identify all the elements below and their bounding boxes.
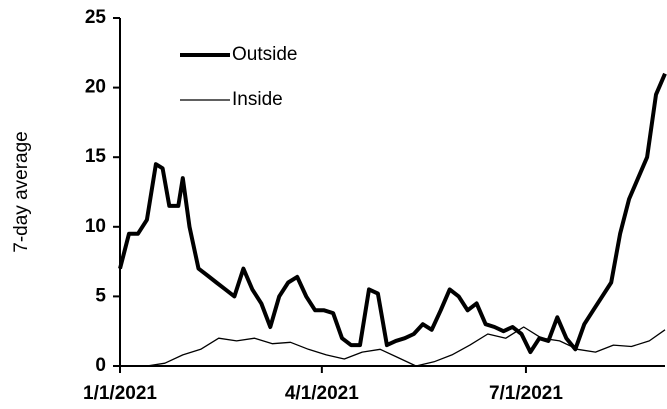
- y-tick-label: 5: [95, 285, 106, 306]
- x-tick-label: 4/1/2021: [285, 383, 359, 404]
- x-tick-label: 1/1/2021: [83, 383, 157, 404]
- y-tick-label: 15: [85, 146, 107, 167]
- y-tick-label: 10: [85, 216, 106, 237]
- y-tick-label: 25: [85, 7, 107, 28]
- legend-label: Outside: [232, 44, 297, 65]
- legend-label: Inside: [232, 89, 283, 110]
- y-tick-label: 20: [85, 77, 106, 98]
- y-tick-label: 0: [95, 355, 106, 376]
- line: [146, 326, 666, 367]
- line: [118, 72, 667, 355]
- x-tick-label: 7/1/2021: [489, 383, 563, 404]
- y-axis-label: 7-day average: [11, 131, 32, 252]
